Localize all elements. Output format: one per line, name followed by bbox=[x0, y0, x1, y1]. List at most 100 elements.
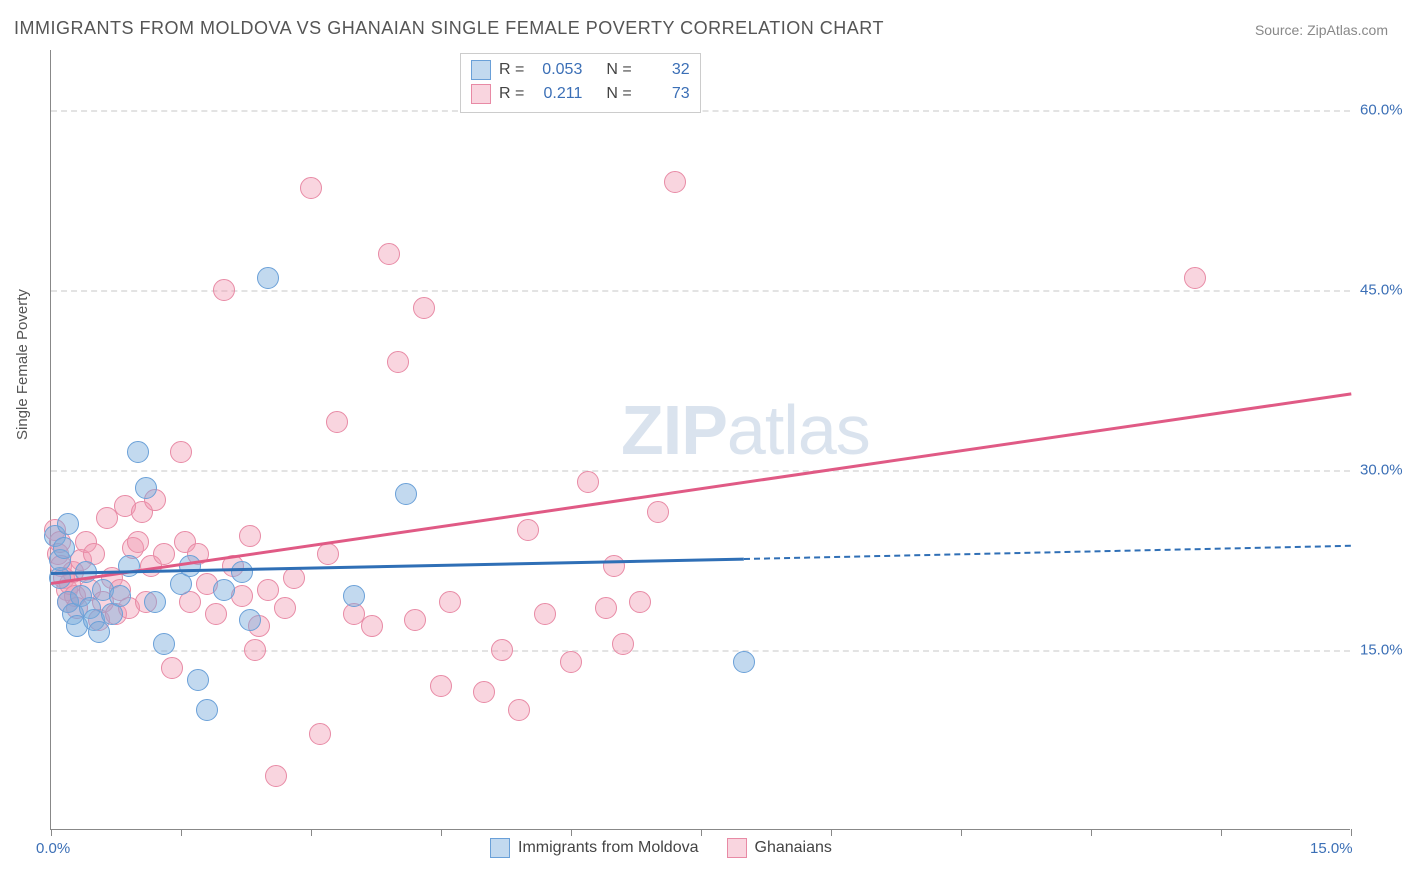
r-value-ghanaians: 0.211 bbox=[532, 85, 582, 103]
scatter-point-moldova bbox=[395, 483, 417, 505]
scatter-point-ghanaians bbox=[560, 651, 582, 673]
scatter-point-ghanaians bbox=[1184, 267, 1206, 289]
scatter-point-ghanaians bbox=[161, 657, 183, 679]
scatter-point-ghanaians bbox=[612, 633, 634, 655]
gridline bbox=[51, 290, 1350, 292]
n-label: N = bbox=[606, 61, 631, 79]
scatter-point-ghanaians bbox=[629, 591, 651, 613]
scatter-point-ghanaians bbox=[595, 597, 617, 619]
x-tick bbox=[51, 829, 52, 836]
scatter-point-ghanaians bbox=[274, 597, 296, 619]
scatter-point-ghanaians bbox=[413, 297, 435, 319]
n-value-moldova: 32 bbox=[640, 61, 690, 79]
scatter-point-ghanaians bbox=[205, 603, 227, 625]
scatter-point-ghanaians bbox=[387, 351, 409, 373]
scatter-point-moldova bbox=[88, 621, 110, 643]
y-tick-label: 60.0% bbox=[1360, 102, 1403, 119]
y-tick-label: 15.0% bbox=[1360, 642, 1403, 659]
scatter-point-ghanaians bbox=[603, 555, 625, 577]
scatter-point-ghanaians bbox=[491, 639, 513, 661]
x-tick bbox=[961, 829, 962, 836]
scatter-point-moldova bbox=[343, 585, 365, 607]
scatter-point-moldova bbox=[135, 477, 157, 499]
scatter-point-ghanaians bbox=[244, 639, 266, 661]
x-tick bbox=[1091, 829, 1092, 836]
scatter-point-ghanaians bbox=[439, 591, 461, 613]
y-axis-title: Single Female Poverty bbox=[14, 289, 31, 440]
scatter-point-ghanaians bbox=[127, 531, 149, 553]
scatter-point-ghanaians bbox=[378, 243, 400, 265]
scatter-point-ghanaians bbox=[517, 519, 539, 541]
scatter-point-ghanaians bbox=[257, 579, 279, 601]
x-tick-right: 15.0% bbox=[1310, 840, 1353, 857]
n-value-ghanaians: 73 bbox=[640, 85, 690, 103]
scatter-point-moldova bbox=[57, 513, 79, 535]
x-tick-left: 0.0% bbox=[36, 840, 70, 857]
swatch-ghanaians bbox=[727, 838, 747, 858]
scatter-point-ghanaians bbox=[309, 723, 331, 745]
scatter-point-moldova bbox=[187, 669, 209, 691]
scatter-point-ghanaians bbox=[577, 471, 599, 493]
x-tick bbox=[441, 829, 442, 836]
scatter-point-ghanaians bbox=[170, 441, 192, 463]
watermark-bold: ZIP bbox=[621, 391, 727, 469]
legend-item-ghanaians: Ghanaians bbox=[727, 838, 832, 858]
trendline-moldova-dashed bbox=[744, 544, 1351, 559]
x-tick bbox=[571, 829, 572, 836]
scatter-point-moldova bbox=[213, 579, 235, 601]
swatch-ghanaians bbox=[471, 84, 491, 104]
stats-row-moldova: R = 0.053 N = 32 bbox=[471, 58, 690, 82]
stats-row-ghanaians: R = 0.211 N = 73 bbox=[471, 82, 690, 106]
legend-label-moldova: Immigrants from Moldova bbox=[518, 839, 699, 857]
chart-title: IMMIGRANTS FROM MOLDOVA VS GHANAIAN SING… bbox=[14, 18, 884, 39]
plot-area: ZIPatlas bbox=[50, 50, 1350, 830]
scatter-point-moldova bbox=[144, 591, 166, 613]
scatter-point-ghanaians bbox=[404, 609, 426, 631]
n-label: N = bbox=[606, 85, 631, 103]
scatter-point-moldova bbox=[53, 537, 75, 559]
scatter-point-ghanaians bbox=[326, 411, 348, 433]
y-tick-label: 30.0% bbox=[1360, 462, 1403, 479]
scatter-point-ghanaians bbox=[239, 525, 261, 547]
x-tick bbox=[701, 829, 702, 836]
scatter-point-ghanaians bbox=[283, 567, 305, 589]
scatter-point-moldova bbox=[231, 561, 253, 583]
scatter-point-ghanaians bbox=[361, 615, 383, 637]
scatter-point-ghanaians bbox=[647, 501, 669, 523]
scatter-point-ghanaians bbox=[153, 543, 175, 565]
scatter-point-moldova bbox=[257, 267, 279, 289]
scatter-point-ghanaians bbox=[473, 681, 495, 703]
scatter-point-moldova bbox=[153, 633, 175, 655]
scatter-point-moldova bbox=[179, 555, 201, 577]
scatter-point-moldova bbox=[127, 441, 149, 463]
scatter-point-moldova bbox=[239, 609, 261, 631]
legend-label-ghanaians: Ghanaians bbox=[755, 839, 832, 857]
r-label: R = bbox=[499, 85, 524, 103]
x-tick bbox=[181, 829, 182, 836]
x-tick bbox=[831, 829, 832, 836]
r-value-moldova: 0.053 bbox=[532, 61, 582, 79]
watermark-light: atlas bbox=[727, 391, 870, 469]
scatter-point-ghanaians bbox=[265, 765, 287, 787]
scatter-point-moldova bbox=[109, 585, 131, 607]
scatter-point-ghanaians bbox=[534, 603, 556, 625]
scatter-point-ghanaians bbox=[317, 543, 339, 565]
scatter-point-ghanaians bbox=[664, 171, 686, 193]
scatter-point-ghanaians bbox=[300, 177, 322, 199]
gridline bbox=[51, 470, 1350, 472]
x-tick bbox=[311, 829, 312, 836]
stats-legend-box: R = 0.053 N = 32 R = 0.211 N = 73 bbox=[460, 53, 701, 113]
r-label: R = bbox=[499, 61, 524, 79]
x-tick bbox=[1221, 829, 1222, 836]
x-tick bbox=[1351, 829, 1352, 836]
source-attribution: Source: ZipAtlas.com bbox=[1255, 22, 1388, 38]
legend-item-moldova: Immigrants from Moldova bbox=[490, 838, 699, 858]
watermark: ZIPatlas bbox=[621, 390, 870, 470]
swatch-moldova bbox=[471, 60, 491, 80]
swatch-moldova bbox=[490, 838, 510, 858]
scatter-point-ghanaians bbox=[430, 675, 452, 697]
scatter-point-ghanaians bbox=[508, 699, 530, 721]
y-tick-label: 45.0% bbox=[1360, 282, 1403, 299]
scatter-point-moldova bbox=[733, 651, 755, 673]
bottom-legend: Immigrants from Moldova Ghanaians bbox=[490, 838, 832, 858]
